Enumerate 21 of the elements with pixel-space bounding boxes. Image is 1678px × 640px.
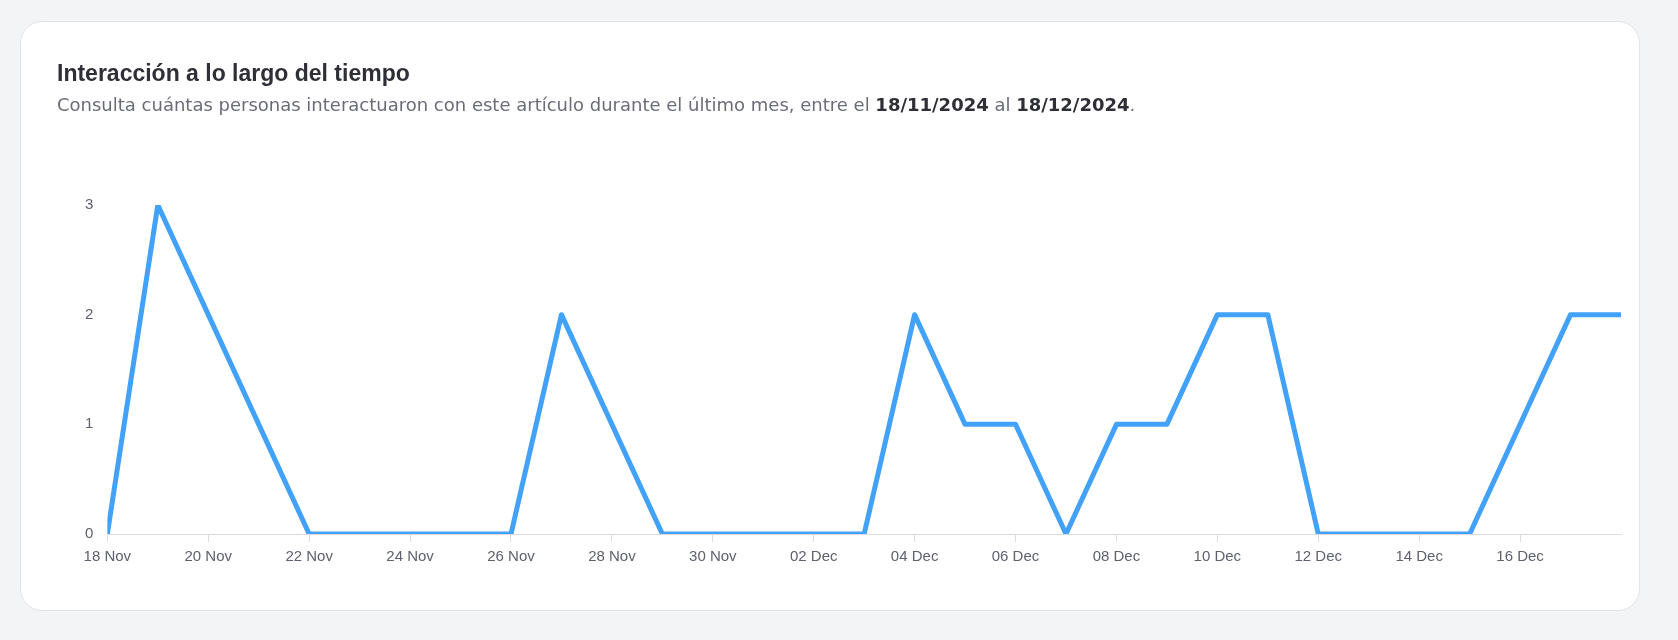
chart-subtitle: Consulta cuántas personas interactuaron con este artículo durante el último mes, entre el 18/11/2024 al 18/12/2024. — [57, 94, 1136, 115]
x-tick-label: 10 Dec — [1193, 547, 1242, 565]
x-tick-label: 24 Nov — [386, 547, 435, 565]
x-tick-label: 12 Dec — [1294, 547, 1343, 565]
y-tick-label: 1 — [85, 414, 94, 432]
x-tick-label: 26 Nov — [487, 547, 536, 565]
x-tick-label: 04 Dec — [890, 547, 939, 565]
x-tick-label: 28 Nov — [588, 547, 637, 565]
x-tick-label: 30 Nov — [689, 547, 738, 565]
x-tick-label: 02 Dec — [789, 547, 838, 565]
x-tick-label: 18 Nov — [83, 547, 132, 565]
y-tick-label: 0 — [85, 524, 94, 542]
x-tick-label: 22 Nov — [285, 547, 334, 565]
x-tick-label: 08 Dec — [1092, 547, 1141, 565]
x-tick-label: 16 Dec — [1496, 547, 1545, 565]
y-tick-label: 2 — [85, 304, 94, 322]
chart-title: Interacción a lo largo del tiempo — [57, 60, 410, 87]
x-tick-label: 20 Nov — [184, 547, 233, 565]
x-tick-label: 06 Dec — [991, 547, 1040, 565]
y-tick-label: 3 — [85, 195, 94, 213]
x-tick-label: 14 Dec — [1395, 547, 1444, 565]
